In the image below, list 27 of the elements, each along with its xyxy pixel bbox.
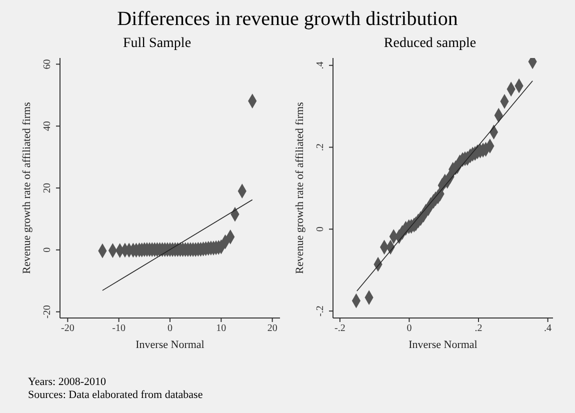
x-tick-label: -.2 — [334, 323, 346, 334]
y-axis-title: Revenue growth rate of affiliated firms — [294, 102, 306, 274]
y-tick-label: -.2 — [315, 306, 326, 316]
text: Years: 2008-2010 — [28, 376, 108, 389]
chart-subtitle: Full Sample — [122, 36, 192, 53]
x-axis-title: Inverse Normal — [408, 339, 478, 351]
x-tick-label: -20 — [61, 323, 74, 334]
y-tick-label: 0 — [42, 247, 53, 252]
x-tick-label: -10 — [112, 323, 126, 334]
y-tick-label: 20 — [42, 183, 53, 193]
x-tick-label: .4 — [544, 323, 552, 334]
chart-title: Differences in revenue growth distribution — [116, 8, 459, 32]
source-note: Sources: Data elaborated from database — [28, 389, 203, 402]
y-tick-label: 0 — [315, 226, 326, 232]
x-tick-label: 20 — [267, 323, 278, 334]
x-tick-label: .2 — [474, 323, 482, 334]
y-axis-title: Revenue growth rate of affiliated firms — [20, 102, 33, 274]
y-tick-label: 60 — [42, 59, 53, 70]
x-tick-label: 10 — [216, 323, 226, 334]
y-tick-label: .2 — [315, 144, 326, 152]
x-tick-label: 0 — [168, 323, 172, 334]
y-tick-label: 40 — [42, 121, 53, 132]
x-tick-label: 0 — [406, 323, 412, 334]
y-tick-label: .4 — [315, 62, 326, 70]
y-tick-label: -20 — [42, 305, 53, 318]
chart-subtitle: Reduced sample — [382, 36, 478, 53]
x-axis-title: Inverse Normal — [136, 339, 204, 351]
